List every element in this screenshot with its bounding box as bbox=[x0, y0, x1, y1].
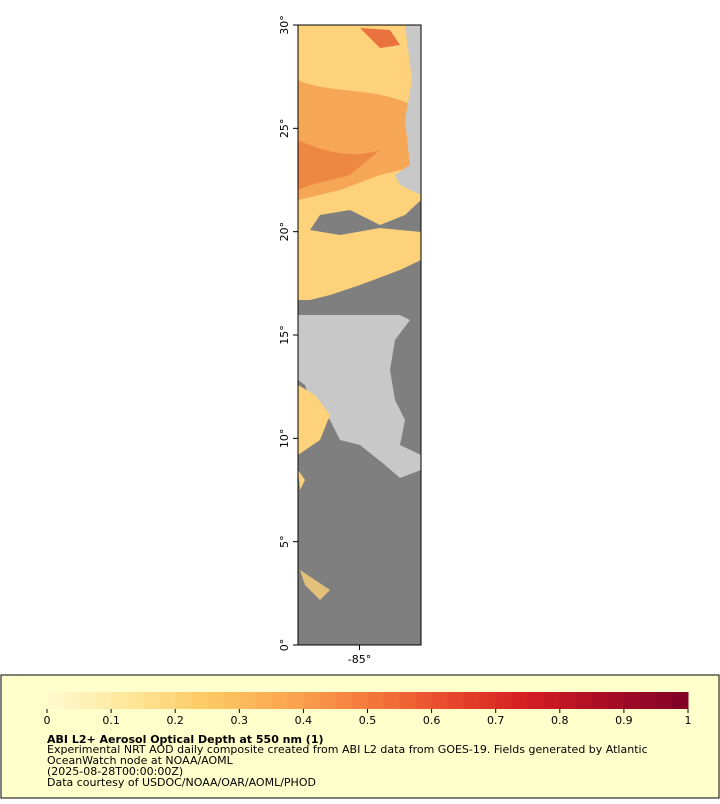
colorbar-step bbox=[207, 692, 224, 709]
colorbar-step bbox=[175, 692, 192, 709]
description-line: Experimental NRT AOD daily composite cre… bbox=[47, 743, 648, 756]
legend-title: ABI L2+ Aerosol Optical Depth at 550 nm … bbox=[47, 733, 324, 746]
y-tick-label: 15° bbox=[278, 325, 291, 345]
colorbar-step bbox=[463, 692, 481, 709]
colorbar-tick-label: 0.9 bbox=[615, 714, 633, 727]
axes: 0° 5° 10° 15° 20° 25° 30° -85° bbox=[278, 15, 371, 666]
description-line: OceanWatch node at NOAA/AOML bbox=[47, 754, 234, 767]
colorbar-step bbox=[159, 692, 176, 709]
colorbar-step bbox=[495, 692, 513, 709]
colorbar-step bbox=[383, 692, 401, 709]
colorbar-step bbox=[111, 692, 128, 709]
colorbar-step bbox=[575, 692, 593, 709]
colorbar-step bbox=[399, 692, 417, 709]
colorbar-step bbox=[431, 692, 449, 709]
colorbar-tick-label: 0.4 bbox=[295, 714, 313, 727]
y-tick-label: 25° bbox=[278, 119, 291, 139]
colorbar-step bbox=[127, 692, 144, 709]
colorbar-step bbox=[287, 692, 304, 709]
colorbar-step bbox=[335, 692, 352, 709]
y-tick-label: 0° bbox=[278, 639, 291, 652]
colorbar-step bbox=[447, 692, 465, 709]
colorbar-tick-label: 0.2 bbox=[166, 714, 184, 727]
colorbar-tick-label: 0.3 bbox=[231, 714, 249, 727]
colorbar-step bbox=[607, 692, 625, 709]
colorbar-tick-label: 0 bbox=[44, 714, 51, 727]
colorbar-tick-label: 0.5 bbox=[359, 714, 377, 727]
colorbar-step bbox=[143, 692, 160, 709]
colorbar-step bbox=[239, 692, 256, 709]
colorbar-step bbox=[559, 692, 577, 709]
map-image bbox=[298, 25, 421, 645]
y-tick-label: 30° bbox=[278, 15, 291, 35]
y-tick-label: 20° bbox=[278, 222, 291, 242]
colorbar-tick-label: 0.7 bbox=[487, 714, 505, 727]
colorbar-step bbox=[319, 692, 336, 709]
colorbar-step bbox=[255, 692, 272, 709]
colorbar-step bbox=[351, 692, 368, 709]
colorbar-tick-label: 0.6 bbox=[423, 714, 441, 727]
colorbar-step bbox=[303, 692, 320, 709]
colorbar-tick-label: 1 bbox=[685, 714, 692, 727]
y-tick-label: 10° bbox=[278, 429, 291, 449]
colorbar-step bbox=[655, 692, 673, 709]
colorbar-step bbox=[623, 692, 641, 709]
colorbar-step bbox=[639, 692, 657, 709]
description-line: (2025-08-28T00:00:00Z) bbox=[47, 765, 183, 778]
colorbar-step bbox=[223, 692, 240, 709]
colorbar-step bbox=[191, 692, 208, 709]
description-line: Data courtesy of USDOC/NOAA/OAR/AOML/PHO… bbox=[47, 776, 316, 789]
colorbar-step bbox=[95, 692, 112, 709]
colorbar-step bbox=[591, 692, 609, 709]
colorbar-step bbox=[527, 692, 545, 709]
colorbar-tick-label: 0.1 bbox=[102, 714, 120, 727]
colorbar-step bbox=[479, 692, 497, 709]
colorbar-tick-label: 0.8 bbox=[551, 714, 569, 727]
colorbar-step bbox=[511, 692, 529, 709]
colorbar-step bbox=[79, 692, 96, 709]
colorbar-step bbox=[271, 692, 288, 709]
x-tick-label: -85° bbox=[348, 653, 371, 666]
colorbar-step bbox=[63, 692, 80, 709]
colorbar-step bbox=[671, 692, 689, 709]
colorbar-step bbox=[415, 692, 433, 709]
colorbar: 0 0.1 0.2 0.3 0.4 0.5 0.6 0.7 0.8 0.9 1 bbox=[44, 692, 692, 727]
y-tick-label: 5° bbox=[278, 535, 291, 548]
colorbar-step bbox=[47, 692, 64, 709]
colorbar-step bbox=[543, 692, 561, 709]
colorbar-step bbox=[367, 692, 385, 709]
